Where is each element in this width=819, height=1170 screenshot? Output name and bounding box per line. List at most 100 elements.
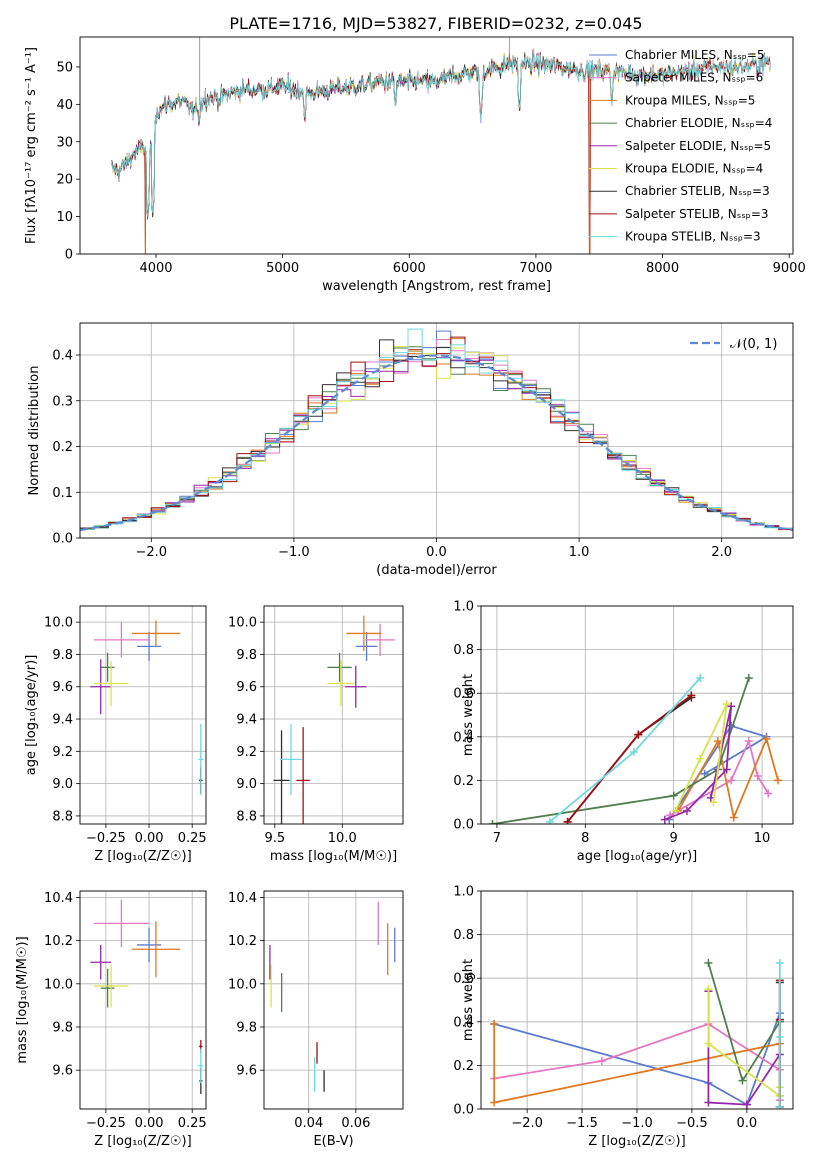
chart-residuals: −2.0 −1.0 0.0 1.0 2.0 0.0 0.1 0.2 0.3 0.4 (data-mo… [27, 322, 794, 578]
data-point [90, 944, 112, 980]
spectrum-line [111, 48, 771, 217]
weight-line [674, 703, 728, 812]
data-point [198, 723, 204, 795]
x-tick-label: 0.0 [737, 1116, 758, 1131]
y-tick-label: 50 [56, 60, 73, 75]
weight-marker [773, 776, 782, 785]
weight-marker [722, 700, 731, 709]
legend-label: Chabrier MILES, Nₛₛₚ=5 [625, 48, 765, 62]
data-point [93, 964, 129, 1008]
x-tick-label: 1.0 [569, 545, 590, 560]
weight-marker [775, 1102, 784, 1109]
y-tick-label: 9.4 [52, 713, 73, 728]
y-axis-label: Flux [fλ10⁻¹⁷ erg cm⁻² s⁻¹ A⁻¹] [24, 47, 39, 244]
x-tick-label: −0.25 [86, 1116, 126, 1131]
weight-marker [744, 737, 753, 746]
legend-label: Salpeter STELIB, Nₛₛₚ=3 [625, 207, 769, 221]
y-tick-label: 0.4 [52, 349, 73, 364]
axes-frame [79, 890, 207, 1110]
data-point [280, 723, 302, 795]
y-tick-label: 30 [56, 135, 73, 150]
histogram-step [80, 328, 793, 530]
x-tick-label: 10.0 [328, 831, 357, 846]
x-tick-label: 0.0 [426, 545, 447, 560]
chart-age-vs-mass: 9.5 10.0 8.8 9.0 9.2 9.4 9.6 9.8 10.0 mass [log₁₀… [228, 605, 404, 864]
chart-weight-vs-Z: −2.0 −1.5 −1.0 −0.5 0.0 0.0 0.2 0.4 0.6 0.8 1.0 Z [… [453, 885, 794, 1149]
axes-frame [263, 605, 404, 825]
x-tick-label: −1.0 [278, 545, 310, 560]
weight-marker [696, 754, 705, 763]
y-tick-label: 10.0 [44, 616, 73, 631]
data-point [327, 652, 352, 682]
y-axis-label: mass [log₁₀(M/M☉)] [15, 936, 30, 1063]
legend-label: Chabrier STELIB, Nₛₛₚ=3 [625, 184, 770, 198]
figure-title: PLATE=1716, MJD=53827, FIBERID=0232, z=0… [229, 14, 642, 33]
spectrum-line [111, 48, 593, 218]
x-tick-label: 8000 [646, 261, 679, 276]
y-tick-label: 0.4 [453, 1015, 474, 1030]
weight-marker [727, 776, 736, 785]
weight-marker [704, 958, 713, 967]
legend-label: Kroupa ELODIE, Nₛₛₚ=4 [625, 162, 763, 176]
y-tick-label: 9.6 [52, 680, 73, 695]
weight-marker [704, 1039, 713, 1048]
chart-mass-vs-Z: −0.25 0.00 0.25 9.6 9.8 10.0 10.2 10.4 Z [log₁₀(… [15, 890, 207, 1149]
weight-marker [704, 1098, 713, 1107]
x-tick-label: 4000 [139, 261, 172, 276]
chart-mass-vs-EBV: 0.04 0.06 9.6 9.8 10.0 10.2 10.4 E(B-V) [228, 890, 404, 1149]
y-tick-label: 9.8 [236, 648, 257, 663]
data-point [198, 1048, 204, 1084]
weight-line [492, 677, 750, 824]
x-axis-label: Z [log₁₀(Z/Z☉)] [94, 849, 191, 864]
normal-curve [80, 354, 793, 532]
y-tick-label: 10.2 [228, 934, 257, 949]
y-tick-label: 0.1 [52, 486, 73, 501]
y-tick-label: 0 [65, 248, 73, 263]
x-axis-label: Z [log₁₀(Z/Z☉)] [94, 1134, 191, 1149]
weight-marker [753, 772, 762, 781]
x-tick-label: 6000 [393, 261, 426, 276]
weight-marker [742, 1100, 751, 1109]
x-axis-label: (data-model)/error [376, 563, 497, 578]
weight-marker [634, 730, 643, 739]
axes-frame [480, 605, 794, 825]
y-axis-label: mass weight [461, 674, 476, 756]
x-tick-label: 0.04 [294, 1116, 323, 1131]
histogram-step [80, 339, 793, 529]
x-tick-label: −1.0 [621, 1116, 653, 1131]
data-point [93, 899, 150, 948]
legend-label: Salpeter MILES, Nₛₛₚ=6 [625, 71, 763, 85]
weight-marker [660, 815, 669, 824]
x-tick-label: −0.5 [676, 1116, 708, 1131]
x-axis-label: Z [log₁₀(Z/Z☉)] [588, 1134, 685, 1149]
legend-label: Salpeter ELODIE, Nₛₛₚ=5 [625, 139, 771, 153]
axes-frame [79, 36, 794, 255]
weight-marker [629, 748, 638, 757]
x-tick-label: 9 [670, 831, 678, 846]
y-tick-label: 10.0 [228, 616, 257, 631]
y-tick-label: 0.0 [453, 1103, 474, 1118]
legend: Chabrier MILES, Nₛₛₚ=5 Salpeter MILES, Nₛ… [589, 48, 772, 244]
y-tick-label: 10.2 [44, 934, 73, 949]
weight-marker [704, 985, 713, 994]
y-tick-label: 9.2 [236, 745, 257, 760]
x-tick-label: 0.25 [178, 831, 207, 846]
weight-marker [563, 817, 572, 824]
x-axis-label: E(B-V) [313, 1134, 353, 1149]
weight-marker [744, 673, 753, 682]
plot-area [269, 901, 396, 1092]
weight-marker [709, 798, 718, 807]
y-tick-label: 9.6 [236, 680, 257, 695]
y-tick-label: 0.8 [453, 928, 474, 943]
weight-marker [764, 789, 773, 798]
legend-label: Chabrier ELODIE, Nₛₛₚ=4 [625, 116, 772, 130]
y-tick-label: 9.4 [236, 713, 257, 728]
y-tick-label: 10.4 [44, 891, 73, 906]
weight-marker [671, 806, 680, 815]
weight-marker [545, 817, 554, 824]
weight-marker [722, 765, 731, 774]
axes-frame [263, 890, 404, 1110]
plot-area [111, 37, 771, 254]
y-axis-label: mass weight [461, 959, 476, 1041]
legend-label: Kroupa STELIB, Nₛₛₚ=3 [625, 230, 761, 244]
